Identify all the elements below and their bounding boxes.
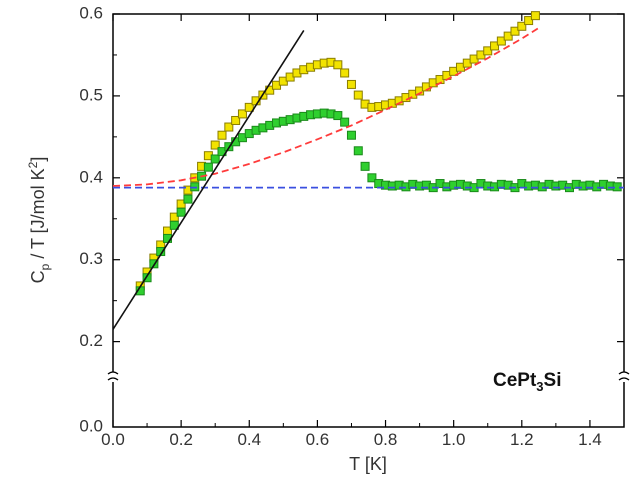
data-point [530, 11, 540, 21]
plot-frame [112, 13, 625, 428]
dashed-fit-line [112, 27, 540, 187]
data-point [142, 273, 152, 283]
x-tick-label: 1.2 [510, 430, 534, 449]
data-point [490, 41, 500, 51]
x-tick-label: 1.0 [442, 430, 466, 449]
data-point [210, 140, 220, 150]
data-point [203, 162, 213, 172]
data-point [176, 207, 186, 217]
compound-label: CePt3Si [493, 370, 561, 394]
data-point [231, 115, 241, 125]
fit-lines [112, 27, 624, 330]
data-point [346, 79, 356, 89]
data-point [210, 154, 220, 164]
data-point [217, 130, 227, 140]
y-axis-label-base: C [28, 270, 48, 283]
data-point [353, 146, 363, 156]
data-point [224, 122, 234, 132]
data-point [244, 102, 254, 112]
data-point [333, 60, 343, 70]
data-points [135, 11, 622, 296]
data-point [333, 111, 343, 121]
axis-break-mark-right [618, 371, 630, 381]
data-point [237, 109, 247, 119]
y-tick-label: 0.2 [79, 331, 103, 350]
x-tick-label: 0.0 [101, 430, 125, 449]
x-tick-label: 1.4 [578, 430, 602, 449]
compound-label-end: Si [544, 370, 562, 391]
data-point [483, 46, 493, 56]
y-axis-label-mid: / T [J/mol K [28, 168, 48, 263]
data-point [517, 21, 527, 31]
y-axis-label-end: ] [28, 157, 48, 162]
data-point [183, 194, 193, 204]
data-point [524, 16, 534, 26]
y-tick-label: 0.5 [79, 85, 103, 104]
data-point [353, 90, 363, 100]
data-point [496, 36, 506, 46]
compound-label-base: CePt [493, 370, 537, 391]
data-point [340, 68, 350, 78]
data-point [360, 161, 370, 171]
x-tick-label: 0.6 [306, 430, 330, 449]
y-tick-label: 0.6 [79, 3, 103, 22]
y-tick-label: 0.3 [79, 249, 103, 268]
data-point [340, 117, 350, 127]
compound-label-sub: 3 [536, 379, 543, 394]
linear-fit-line [112, 29, 305, 330]
data-point [503, 31, 513, 41]
axis-break-gap-right [618, 372, 629, 382]
data-point [346, 130, 356, 140]
x-tick-label: 0.8 [374, 430, 398, 449]
x-tick-label: 0.4 [237, 430, 261, 449]
x-tick-label: 0.2 [169, 430, 193, 449]
y-axis-label: Cp / T [J/mol K2] [26, 157, 52, 284]
axis-break-mark-left [107, 371, 119, 381]
axis-ticks: 0.0 0.2 0.4 0.6 0.8 1.0 1.2 1.4 0.2 0.3 0.4 0.5 0.6 [79, 3, 625, 449]
data-point [169, 220, 179, 230]
y-tick-label: 0.4 [79, 167, 103, 186]
y-axis-label-sub: p [38, 263, 52, 270]
data-point [510, 26, 520, 36]
axis-break-gap-left [108, 372, 119, 382]
data-point [367, 173, 377, 183]
y-axis-label-sup: 2 [26, 161, 40, 168]
y-tick-label-zero: 0.0 [79, 416, 103, 435]
x-axis-label: T [K] [349, 454, 387, 474]
